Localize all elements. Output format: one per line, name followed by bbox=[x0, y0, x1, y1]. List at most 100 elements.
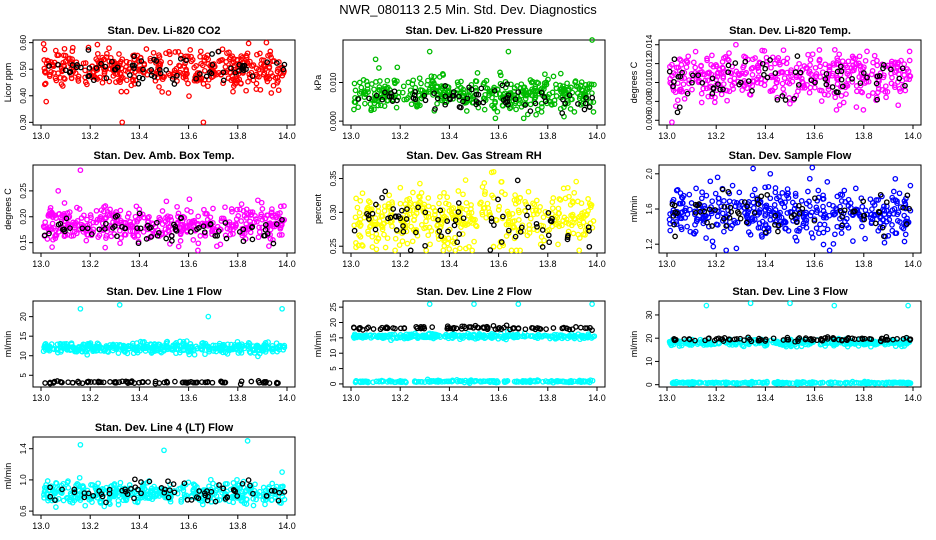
data-point bbox=[237, 381, 244, 387]
data-point bbox=[709, 223, 715, 229]
data-point bbox=[358, 84, 365, 91]
data-point bbox=[102, 203, 109, 209]
data-point bbox=[792, 190, 799, 197]
data-point bbox=[462, 177, 469, 183]
data-point bbox=[559, 110, 566, 116]
data-point bbox=[740, 64, 746, 71]
data-point bbox=[905, 68, 912, 75]
data-point bbox=[106, 58, 113, 65]
data-point bbox=[677, 215, 683, 221]
data-point bbox=[772, 189, 779, 196]
data-point bbox=[874, 73, 881, 80]
data-point bbox=[712, 94, 718, 101]
data-point bbox=[564, 184, 571, 191]
series-primary-low bbox=[352, 376, 596, 387]
data-point bbox=[566, 378, 573, 385]
data-point bbox=[832, 94, 839, 101]
data-point bbox=[195, 213, 202, 220]
data-point bbox=[131, 380, 138, 386]
data-point bbox=[575, 331, 582, 338]
data-point bbox=[376, 378, 382, 385]
data-point bbox=[576, 95, 583, 102]
data-point bbox=[787, 100, 793, 107]
data-point bbox=[460, 191, 466, 198]
data-point bbox=[734, 219, 741, 226]
data-point bbox=[148, 234, 155, 240]
data-point bbox=[757, 60, 763, 67]
data-point bbox=[538, 89, 545, 96]
data-point bbox=[279, 232, 285, 238]
data-point bbox=[61, 76, 68, 82]
data-point bbox=[574, 378, 581, 385]
data-point bbox=[539, 104, 545, 110]
x-tick-label: 13.6 bbox=[490, 259, 508, 269]
data-point bbox=[749, 192, 756, 199]
data-point bbox=[578, 79, 585, 85]
data-point bbox=[93, 207, 100, 214]
data-point bbox=[259, 216, 266, 223]
data-point bbox=[277, 210, 283, 216]
data-point bbox=[446, 246, 453, 252]
data-point bbox=[798, 75, 805, 82]
data-point bbox=[823, 214, 830, 221]
data-point bbox=[698, 209, 705, 216]
data-point bbox=[70, 68, 76, 75]
data-point bbox=[672, 89, 679, 96]
data-point bbox=[249, 73, 256, 79]
data-point bbox=[495, 379, 501, 386]
data-point bbox=[109, 58, 115, 65]
data-point bbox=[715, 69, 721, 76]
data-point bbox=[469, 247, 476, 254]
data-point bbox=[46, 63, 52, 69]
panel-title: Stan. Dev. Line 2 Flow bbox=[416, 286, 532, 298]
data-point bbox=[41, 494, 47, 501]
data-point bbox=[238, 349, 245, 356]
data-point bbox=[534, 223, 540, 230]
data-point bbox=[174, 203, 180, 210]
data-point bbox=[214, 232, 221, 239]
data-point bbox=[812, 64, 819, 71]
data-point bbox=[44, 236, 51, 242]
data-point bbox=[715, 379, 722, 386]
data-point bbox=[116, 51, 122, 57]
data-point bbox=[83, 237, 90, 244]
data-point bbox=[892, 59, 899, 66]
data-point bbox=[709, 75, 716, 82]
data-point bbox=[589, 37, 595, 43]
data-point bbox=[857, 67, 864, 73]
data-point bbox=[705, 93, 712, 100]
data-point bbox=[178, 215, 184, 222]
data-point bbox=[270, 237, 276, 243]
data-point bbox=[880, 65, 886, 72]
data-point bbox=[410, 207, 417, 213]
panel-title: Stan. Dev. Gas Stream RH bbox=[406, 150, 542, 162]
data-point bbox=[745, 209, 752, 215]
data-point bbox=[48, 341, 55, 347]
data-point bbox=[666, 338, 673, 345]
data-point bbox=[741, 199, 748, 205]
data-point bbox=[218, 378, 224, 385]
data-point bbox=[222, 349, 229, 356]
data-point bbox=[791, 205, 798, 212]
data-point bbox=[266, 243, 272, 249]
x-tick-label: 13.4 bbox=[131, 521, 149, 531]
data-point bbox=[351, 80, 358, 87]
data-point bbox=[497, 69, 503, 76]
data-point bbox=[389, 199, 395, 205]
series-primary bbox=[41, 438, 288, 510]
y-axis-label: Licor ppm bbox=[3, 63, 13, 103]
data-point bbox=[232, 69, 239, 76]
data-point bbox=[197, 48, 204, 55]
y-tick-label: 0 bbox=[645, 382, 654, 387]
data-point bbox=[455, 188, 462, 194]
series-primary bbox=[667, 41, 914, 126]
data-point bbox=[542, 208, 549, 215]
data-point bbox=[234, 206, 240, 213]
data-point bbox=[456, 378, 463, 384]
data-point bbox=[421, 225, 427, 232]
data-point bbox=[712, 190, 719, 197]
data-point bbox=[759, 233, 765, 240]
data-point bbox=[351, 99, 358, 105]
data-point bbox=[889, 207, 896, 213]
data-point bbox=[708, 61, 714, 68]
